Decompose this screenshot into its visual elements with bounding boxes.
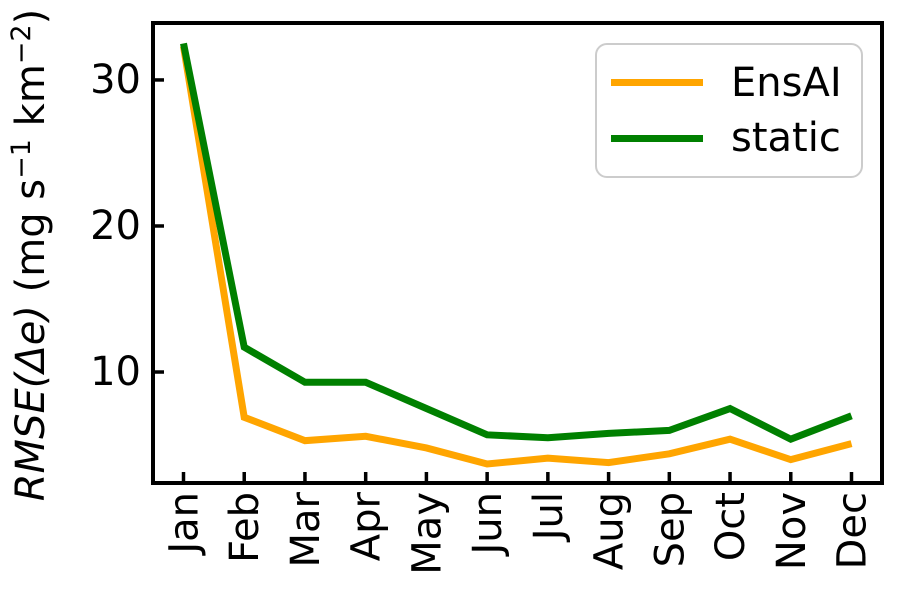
x-tick-label-jul: Jul bbox=[526, 492, 572, 543]
y-tick-label-20: 20 bbox=[90, 203, 141, 249]
legend-item-ensai: EnsAI bbox=[611, 63, 847, 103]
x-tick-label-oct: Oct bbox=[708, 492, 754, 561]
x-tick-label-nov: Nov bbox=[769, 492, 815, 570]
x-tick-label-jun: Jun bbox=[465, 492, 511, 558]
legend: EnsAI static bbox=[595, 43, 863, 178]
x-tick-label-mar: Mar bbox=[283, 491, 329, 567]
y-tick-label-10: 10 bbox=[90, 349, 141, 395]
legend-label-static: static bbox=[731, 115, 841, 162]
x-tick-label-dec: Dec bbox=[830, 492, 876, 569]
line-ensai bbox=[180, 45, 853, 468]
legend-item-static: static bbox=[611, 118, 847, 158]
x-tick-label-apr: Apr bbox=[344, 491, 390, 561]
x-tick-label-aug: Aug bbox=[587, 492, 633, 570]
x-tick-label-sep: Sep bbox=[647, 492, 693, 567]
x-tick-label-feb: Feb bbox=[222, 492, 268, 563]
legend-label-ensai: EnsAI bbox=[731, 59, 842, 106]
y-axis-label: RMSE(Δe) (mg s−1 km−2) bbox=[6, 9, 54, 501]
plot-frame bbox=[151, 21, 884, 485]
y-tick-label-30: 30 bbox=[90, 57, 141, 103]
legend-line-ensai-swatch bbox=[611, 79, 703, 87]
legend-line-static-swatch bbox=[611, 134, 703, 142]
line-static bbox=[180, 42, 853, 444]
x-tick-label-may: May bbox=[404, 492, 450, 575]
x-tick-label-jan: Jan bbox=[162, 492, 208, 557]
